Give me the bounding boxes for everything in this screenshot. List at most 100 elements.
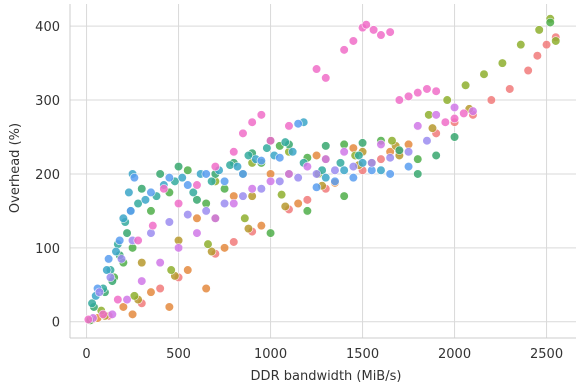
scatter-point: [232, 161, 243, 172]
y-tick-label: 0: [52, 316, 60, 331]
y-axis-label: Overhead (%): [8, 123, 23, 213]
scatter-point: [219, 198, 230, 209]
scatter-point: [376, 165, 386, 175]
scatter-point: [238, 128, 248, 138]
scatter-point: [440, 117, 450, 127]
scatter-point: [94, 287, 105, 297]
scatter-point: [545, 17, 555, 28]
scatter-point: [288, 147, 298, 157]
scatter-point: [256, 184, 266, 194]
scatter-point: [449, 132, 460, 142]
scatter-point: [277, 190, 287, 200]
scatter-point: [284, 121, 294, 131]
scatter-point: [422, 84, 432, 94]
scatter-point: [311, 150, 322, 161]
scatter-point: [155, 283, 165, 294]
scatter-point: [192, 228, 202, 238]
scatter-point: [339, 147, 349, 157]
scatter-point: [164, 173, 174, 183]
scatter-point: [403, 91, 414, 101]
scatter-point: [118, 302, 128, 312]
scatter-point: [339, 165, 349, 175]
scatter-point: [122, 228, 132, 238]
scatter-point: [302, 206, 312, 216]
scatter-point: [155, 258, 165, 268]
scatter-point: [367, 158, 377, 168]
scatter-point: [431, 150, 441, 161]
scatter-point: [173, 243, 184, 253]
scatter-point: [207, 246, 217, 257]
tick-labels: 0 500 1000 1500 2000 2500 0 100 200 300 400: [35, 20, 563, 362]
scatter-point: [177, 173, 187, 183]
scatter-point: [238, 169, 248, 179]
scatter-point: [376, 154, 386, 164]
scatter-point: [166, 265, 176, 275]
scatter-point: [164, 302, 174, 312]
scatter-point: [229, 198, 239, 209]
scatter-point: [146, 187, 156, 198]
scatter-point: [247, 117, 257, 127]
x-axis-label: DDR bandwidth (MiB/s): [251, 369, 402, 384]
scatter-point: [354, 150, 364, 161]
scatter-point: [385, 153, 395, 163]
scatter-point: [201, 206, 211, 216]
scatter-point: [146, 206, 156, 216]
scatter-point: [203, 239, 213, 249]
y-tick-label: 200: [35, 168, 60, 183]
scatter-point: [427, 123, 438, 133]
scatter-point: [302, 161, 312, 172]
scatter-point: [541, 40, 552, 50]
scatter-point: [497, 58, 508, 68]
scatter-point: [210, 213, 220, 223]
scatter-point: [83, 314, 93, 325]
scatter-point: [122, 294, 132, 305]
scatter-point: [449, 113, 460, 124]
scatter-point: [111, 246, 121, 257]
scatter-point: [275, 176, 285, 186]
scatter-point: [413, 169, 423, 179]
scatter-point: [243, 224, 254, 234]
scatter-point: [516, 40, 526, 50]
scatter-point: [229, 147, 239, 157]
scatter-point: [173, 198, 184, 209]
scatter-point: [302, 195, 312, 205]
scatter-point: [275, 153, 285, 163]
scatter-point: [87, 298, 97, 308]
scatter-point: [265, 228, 276, 238]
scatter-point: [387, 136, 397, 146]
scatter-point: [330, 165, 340, 175]
scatter-point: [113, 294, 123, 305]
x-tick-label: 500: [166, 347, 191, 362]
scatter-point: [118, 213, 128, 223]
scatter-point: [201, 283, 211, 294]
scatter-point: [385, 169, 395, 179]
scatter-point: [240, 213, 250, 223]
scatter-point: [164, 217, 174, 227]
scatter-point: [137, 258, 147, 268]
scatter-point: [486, 95, 496, 105]
x-tick-label: 2000: [438, 347, 471, 362]
scatter-point: [124, 187, 134, 198]
scatter-point: [129, 291, 139, 301]
scatter-point: [98, 309, 108, 319]
scatter-point: [256, 156, 266, 166]
scatter-point: [293, 198, 303, 209]
scatter-point: [137, 184, 147, 194]
scatter-point: [127, 309, 138, 319]
scatter-point: [461, 80, 471, 90]
scatter-point: [459, 108, 469, 118]
x-tick-label: 2500: [530, 347, 563, 362]
scatter-point: [148, 221, 158, 231]
scatter-point: [534, 25, 544, 35]
scatter-point: [479, 69, 489, 79]
scatter-point: [311, 169, 322, 179]
x-tick-label: 1000: [254, 347, 287, 362]
scatter-point: [146, 287, 156, 297]
scatter-point: [280, 201, 290, 212]
scatter-point: [115, 235, 125, 246]
scatter-point: [394, 145, 404, 155]
scatter-point: [262, 143, 272, 153]
scatter-point: [104, 254, 114, 264]
scatter-point: [229, 237, 239, 247]
